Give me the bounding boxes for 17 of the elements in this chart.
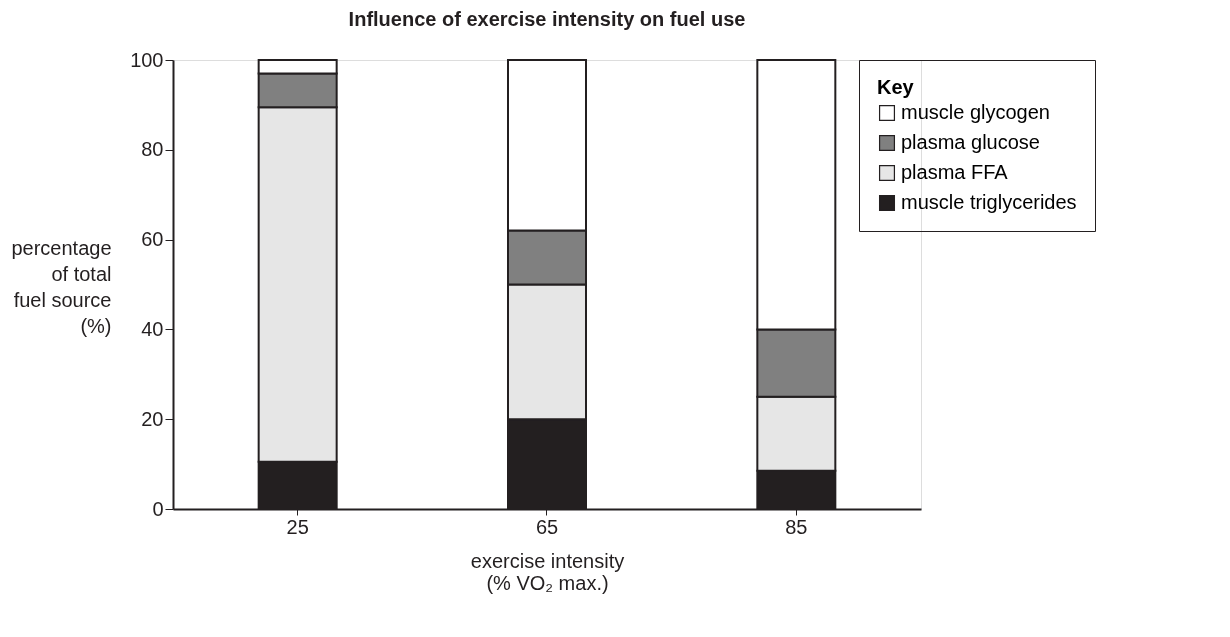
- legend-label: plasma glucose: [901, 131, 1040, 153]
- x-tick-label: 85: [785, 515, 808, 538]
- legend-label: muscle triglycerides: [901, 191, 1077, 213]
- legend-label: muscle glycogen: [901, 101, 1050, 123]
- y-tick-label: 0: [152, 497, 164, 520]
- legend-title: Key: [877, 76, 915, 98]
- y-tick-label: 60: [141, 228, 164, 251]
- y-axis-title: percentage of total fuel source (%): [11, 237, 112, 338]
- x-tick-label: 25: [286, 515, 309, 538]
- y-tick-label: 80: [141, 138, 164, 161]
- y-tick-label: 20: [141, 407, 164, 430]
- x-axis-title: exercise intensity (% VO₂ max.): [470, 549, 625, 594]
- y-tick-label: 100: [130, 48, 164, 71]
- y-tick-label: 40: [141, 317, 164, 340]
- chart-title: Influence of exercise intensity on fuel use: [348, 8, 746, 30]
- legend-label: plasma FFA: [901, 161, 1009, 183]
- x-tick-label: 65: [535, 515, 559, 538]
